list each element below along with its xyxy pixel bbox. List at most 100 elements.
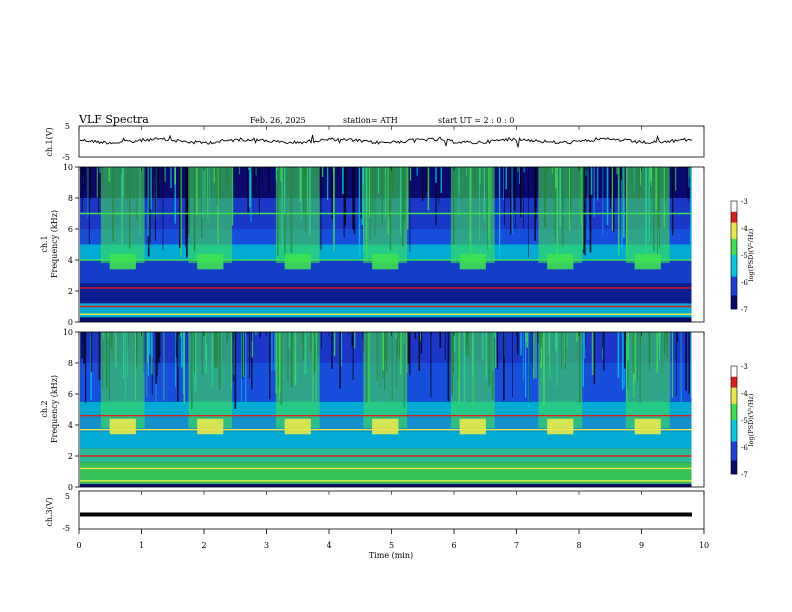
spectrogram-streak xyxy=(255,167,257,176)
spectrogram-streak xyxy=(271,332,273,371)
colorbar-step xyxy=(731,414,737,418)
ch2-spec-ylabel-frequency: Frequency (kHz) xyxy=(50,375,59,443)
spectrogram-burst xyxy=(188,332,233,429)
spectrogram-streak xyxy=(254,167,256,198)
spectrogram-burst-core xyxy=(109,418,136,435)
spectrogram-streak xyxy=(517,167,519,172)
colorbar-step xyxy=(731,366,737,369)
colorbar-step xyxy=(731,438,737,442)
colorbar-step xyxy=(731,433,737,437)
colorbar-step xyxy=(731,225,737,229)
spectrogram-streak xyxy=(418,332,421,371)
colorbar-step xyxy=(731,306,737,310)
spectrogram-streak xyxy=(348,332,350,335)
spectrogram-streak xyxy=(606,167,609,226)
spectrogram-burst-core xyxy=(284,418,311,435)
spectrogram-streak xyxy=(178,167,181,248)
colorbar-step xyxy=(731,257,737,261)
spectrogram-burst xyxy=(363,332,408,429)
ch3-waveform-frame xyxy=(78,490,705,530)
spectrogram-streak xyxy=(597,167,599,201)
colorbar-step xyxy=(731,271,737,275)
station-label: station= ATH xyxy=(343,116,398,125)
spectrogram-streak xyxy=(613,167,615,232)
xtick-label: 7 xyxy=(514,541,519,550)
ch2-spectrogram-panel: 0 2 4 6 8 10 ch.2 Frequency (kHz) -3 -4 -5 -6 -7 l… xyxy=(40,328,755,492)
spectrogram-streak xyxy=(622,167,623,253)
colorbar-step xyxy=(731,201,737,204)
spectrogram-streak xyxy=(623,167,625,238)
time-axis: 0 1 2 3 4 5 6 7 8 9 10 xyxy=(76,126,709,550)
spectrogram-streak xyxy=(617,332,620,378)
spectrogram-streak xyxy=(430,332,432,397)
spectrogram-streak xyxy=(85,332,87,404)
spectrogram-streak xyxy=(333,167,335,252)
spectrogram-streak xyxy=(354,332,356,349)
spectrogram-streak xyxy=(590,167,593,195)
spectrogram-burst-core xyxy=(372,253,399,270)
spectrogram-streak xyxy=(261,167,263,188)
colorbar-step xyxy=(731,403,737,407)
spectrogram-streak xyxy=(180,167,182,257)
spectrogram-streak xyxy=(256,167,258,175)
spectrogram-streak xyxy=(147,167,149,237)
spectrogram-streak xyxy=(146,167,148,196)
spectrogram-streak xyxy=(511,167,513,234)
spectrogram-streak xyxy=(520,332,522,356)
spectrogram-streak xyxy=(611,167,614,231)
ch1-ytick-top: 5 xyxy=(65,122,70,131)
colorbar-step xyxy=(731,300,737,304)
spectrogram-streak xyxy=(504,167,505,225)
spectrogram-band xyxy=(80,260,692,284)
spectrogram-streak xyxy=(155,332,157,384)
spectrogram-streak xyxy=(688,332,690,394)
spectrogram-burst-core xyxy=(459,253,486,270)
colorbar-step xyxy=(731,298,737,302)
spectrogram-streak xyxy=(99,167,101,173)
spectrogram-streak xyxy=(620,167,623,180)
spectrogram-streak xyxy=(255,332,257,335)
colorbar-step xyxy=(731,219,737,223)
colorbar-step xyxy=(731,217,737,221)
spectrogram-streak xyxy=(233,167,234,183)
spectrogram-streak xyxy=(497,332,499,370)
spectrogram-streak xyxy=(162,167,164,251)
colorbar-step xyxy=(731,444,737,448)
colorbar-tick-label: -4 xyxy=(741,225,748,233)
spectrogram-streak xyxy=(231,167,234,226)
xtick-label: 4 xyxy=(326,541,331,550)
ch1-waveform-frame xyxy=(78,125,705,158)
spectrogram-burst xyxy=(275,332,320,429)
spectrogram-streak xyxy=(414,332,416,340)
colorbar-step xyxy=(731,457,737,461)
ytick-label: 8 xyxy=(68,359,73,368)
spectrogram-streak xyxy=(83,332,85,365)
spectrogram-streak xyxy=(589,167,592,253)
colorbar-tick-label: -6 xyxy=(741,444,748,452)
spectrogram-streak xyxy=(157,332,160,361)
spectrogram-streak xyxy=(672,167,674,236)
spectrogram-burst-core xyxy=(547,418,574,435)
spectrogram-burst xyxy=(275,167,320,264)
xtick-label: 0 xyxy=(76,541,81,550)
spectrogram-streak xyxy=(675,167,677,191)
colorbar-step xyxy=(731,376,737,380)
xtick-label: 9 xyxy=(639,541,644,550)
spectrogram-streak xyxy=(183,332,186,405)
spectrogram-streak xyxy=(438,167,440,206)
spectrogram-burst-core xyxy=(197,418,224,435)
colorbar-step xyxy=(731,228,737,231)
spectrogram-streak xyxy=(248,167,249,170)
colorbar-tick-label: -5 xyxy=(741,252,748,260)
xtick-label: 10 xyxy=(699,541,709,550)
spectrogram-streak xyxy=(585,167,587,171)
spectrogram-streak xyxy=(583,167,585,254)
spectrogram-streak xyxy=(90,167,92,194)
colorbar-step xyxy=(731,203,737,207)
ytick-label: 10 xyxy=(63,163,73,172)
spectrogram-streak xyxy=(426,167,428,191)
spectrogram-streak xyxy=(254,167,256,179)
spectrogram-streak xyxy=(676,332,678,342)
spectrogram-band xyxy=(80,283,692,304)
spectrogram-burst-core xyxy=(634,253,661,270)
